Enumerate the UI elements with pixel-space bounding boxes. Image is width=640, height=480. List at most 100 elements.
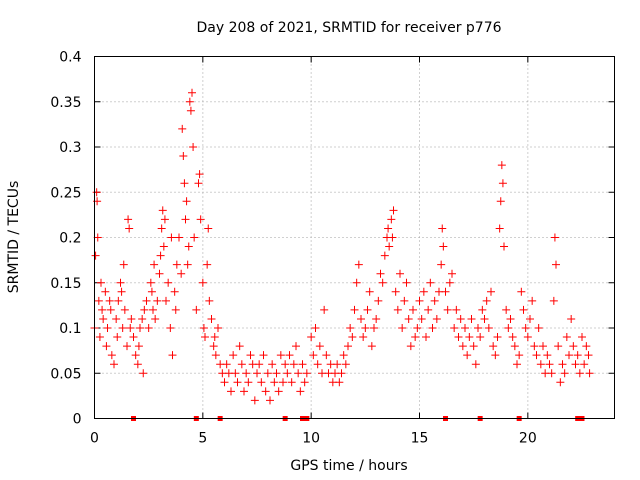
data-point: [166, 324, 175, 332]
data-point: [259, 351, 268, 360]
data-point: [195, 170, 204, 179]
data-point: [263, 369, 272, 378]
data-point: [240, 387, 248, 396]
data-point: [99, 314, 108, 323]
data-point: [102, 342, 111, 351]
data-point: [229, 351, 238, 360]
data-point: [393, 305, 402, 314]
data-point: [439, 242, 448, 251]
data-point: [565, 351, 573, 360]
data-point: [266, 396, 274, 405]
data-point: [539, 342, 547, 351]
x-tick-label: 5: [198, 431, 207, 447]
data-point: [354, 260, 363, 269]
data-point: [471, 360, 480, 369]
data-point: [188, 88, 196, 97]
data-point: [463, 351, 472, 360]
data-point: [547, 369, 556, 378]
data-point: [123, 342, 131, 351]
data-point: [409, 305, 417, 314]
data-point: [556, 378, 565, 387]
data-point: [311, 324, 320, 332]
data-point: [179, 152, 188, 161]
data-point: [117, 287, 126, 296]
data-point: [523, 333, 532, 342]
data-point: [519, 305, 528, 314]
data-point: [545, 360, 554, 369]
data-point: [461, 324, 469, 332]
data-point: [443, 305, 452, 314]
data-point: [91, 251, 100, 260]
data-point: [292, 342, 300, 351]
data-point: [575, 369, 584, 378]
data-point: [482, 296, 491, 305]
data-point: [244, 378, 253, 387]
data-point: [92, 188, 101, 197]
data-point: [177, 269, 186, 278]
data-point: [124, 215, 133, 224]
data-point: [186, 106, 195, 115]
y-tick-label: 0.2: [59, 231, 81, 247]
data-point: [220, 378, 229, 387]
data-point: [214, 324, 222, 332]
data-point: [285, 351, 294, 360]
data-point: [398, 324, 407, 332]
data-point: [272, 369, 281, 378]
data-point: [484, 324, 493, 332]
data-point: [253, 369, 261, 378]
data-point: [120, 305, 129, 314]
data-point: [498, 179, 507, 188]
data-point: [413, 324, 422, 332]
data-point: [384, 224, 393, 233]
y-tick-label: 0.3: [59, 140, 81, 156]
data-point: [536, 360, 545, 369]
data-point: [496, 197, 505, 206]
data-point: [168, 351, 177, 360]
data-point: [560, 369, 569, 378]
data-point: [139, 369, 148, 378]
data-point: [231, 369, 240, 378]
data-point: [97, 278, 105, 287]
data-point: [374, 296, 383, 305]
data-point: [313, 360, 322, 369]
data-point: [469, 342, 478, 351]
data-point: [558, 360, 567, 369]
data-point: [94, 296, 103, 305]
data-point: [156, 251, 165, 260]
chart-title: Day 208 of 2021, SRMTID for receiver p77…: [196, 20, 501, 36]
data-point: [309, 351, 318, 360]
data-point: [404, 314, 413, 323]
data-point: [134, 342, 143, 351]
data-point: [578, 333, 586, 342]
y-tick-label: 0.15: [50, 276, 81, 292]
data-point: [508, 333, 517, 342]
data-point: [270, 378, 279, 387]
data-point: [396, 269, 404, 278]
data-point: [119, 260, 128, 269]
data-point: [333, 360, 342, 369]
data-point: [149, 305, 157, 314]
y-tick-label: 0.35: [50, 95, 81, 111]
data-point: [415, 296, 424, 305]
data-point: [167, 233, 176, 242]
data-point: [178, 124, 187, 133]
data-point: [162, 296, 170, 305]
data-point: [344, 342, 352, 351]
data-point: [452, 305, 461, 314]
data-point: [180, 179, 189, 188]
plot-frame: [94, 56, 615, 419]
y-tick-label: 0.05: [50, 366, 81, 382]
data-point: [391, 287, 400, 296]
data-point: [114, 296, 123, 305]
data-point: [268, 360, 277, 369]
data-point: [341, 360, 350, 369]
x-tick-label: 0: [90, 431, 99, 447]
data-point: [495, 224, 504, 233]
data-point: [569, 342, 578, 351]
data-point: [93, 233, 102, 242]
y-axis-label: SRMTID / TECUs: [6, 181, 22, 294]
data-point: [276, 351, 285, 360]
data-point: [146, 278, 155, 287]
data-point: [504, 324, 513, 332]
data-point: [474, 324, 482, 332]
